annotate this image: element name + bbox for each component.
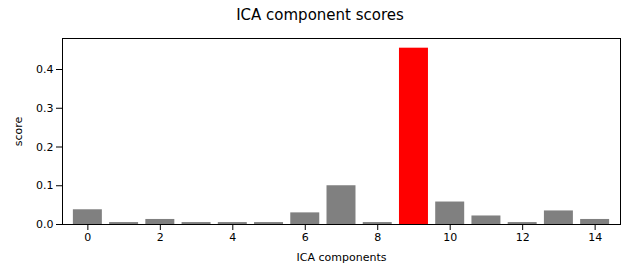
svg-text:8: 8 bbox=[374, 231, 381, 244]
svg-text:2: 2 bbox=[157, 231, 164, 244]
svg-text:0.2: 0.2 bbox=[36, 141, 54, 154]
svg-text:6: 6 bbox=[302, 231, 309, 244]
html-text:ICA component scores: ICA component scores bbox=[236, 6, 404, 24]
svg-text:12: 12 bbox=[516, 231, 530, 244]
svg-text:score: score bbox=[12, 116, 25, 146]
svg-text:4: 4 bbox=[229, 231, 236, 244]
svg-text:ICA components: ICA components bbox=[297, 251, 387, 264]
svg-text:0: 0 bbox=[84, 231, 91, 244]
svg-text:0.3: 0.3 bbox=[36, 102, 54, 115]
svg-text:0.0: 0.0 bbox=[36, 218, 54, 231]
svg-text:0.1: 0.1 bbox=[36, 179, 54, 192]
svg-text:0.4: 0.4 bbox=[36, 63, 54, 76]
svg-text:10: 10 bbox=[443, 231, 457, 244]
svg-text:14: 14 bbox=[588, 231, 602, 244]
